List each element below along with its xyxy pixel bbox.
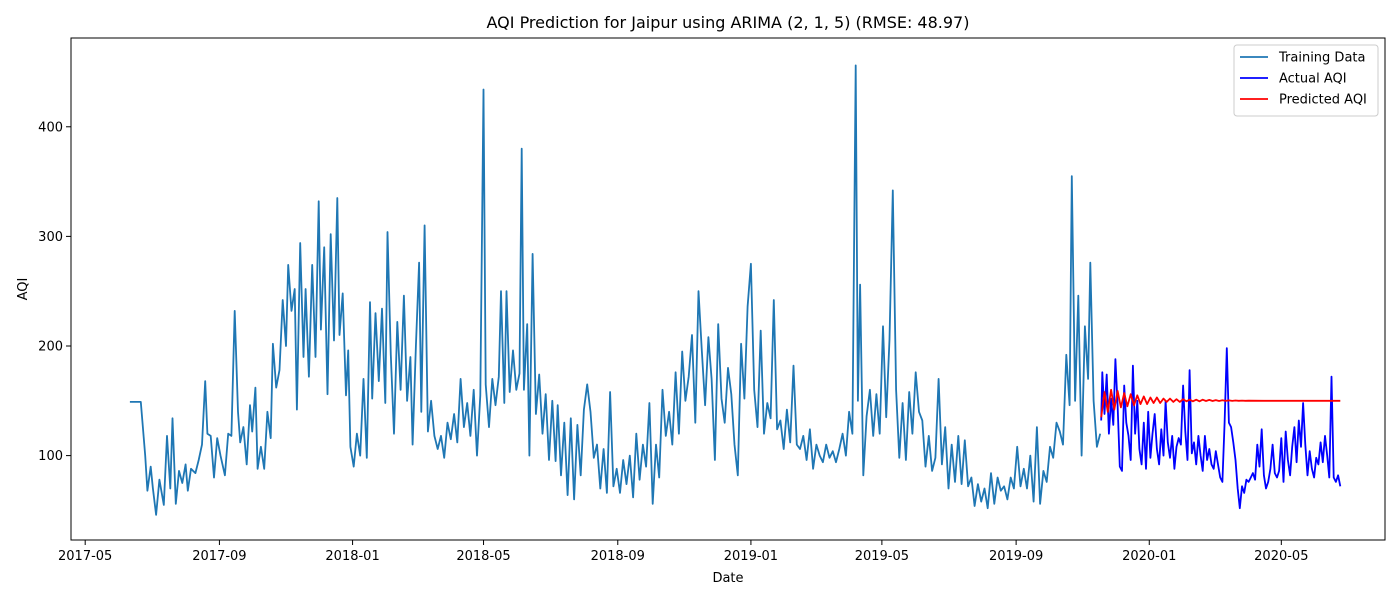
y-axis: 100 200 300 400 bbox=[38, 120, 71, 464]
x-tick-label: 2020-01 bbox=[1122, 549, 1176, 564]
x-tick-label: 2018-09 bbox=[591, 549, 645, 564]
series-line-0 bbox=[129, 64, 1102, 516]
legend: Training Data Actual AQI Predicted AQI bbox=[1233, 44, 1379, 117]
plot-area-frame bbox=[70, 37, 1386, 541]
x-tick-label: 2019-05 bbox=[855, 549, 909, 564]
legend-label-0: Training Data bbox=[1278, 51, 1365, 66]
x-tick-label: 2020-05 bbox=[1254, 549, 1308, 564]
x-tick-label: 2018-01 bbox=[325, 549, 379, 564]
legend-label-1: Actual AQI bbox=[1279, 72, 1347, 87]
y-tick-label: 400 bbox=[38, 120, 63, 135]
chart-title: AQI Prediction for Jaipur using ARIMA (2… bbox=[487, 13, 970, 32]
series-line-1 bbox=[1100, 347, 1342, 510]
y-axis-title: AQI bbox=[16, 278, 31, 301]
x-tick-label: 2017-09 bbox=[192, 549, 246, 564]
series-line-2 bbox=[1100, 388, 1341, 418]
y-tick-label: 200 bbox=[38, 339, 63, 354]
x-axis-title: Date bbox=[712, 571, 743, 586]
x-tick-label: 2019-01 bbox=[724, 549, 778, 564]
legend-box bbox=[1233, 44, 1379, 117]
series-layer bbox=[129, 64, 1342, 516]
x-tick-label: 2017-05 bbox=[58, 549, 112, 564]
y-tick-label: 100 bbox=[38, 449, 63, 464]
y-tick-label: 300 bbox=[38, 230, 63, 245]
x-axis: 2017-05 2017-09 2018-01 2018-05 2018-09 2019-… bbox=[58, 540, 1308, 564]
x-tick-label: 2018-05 bbox=[456, 549, 510, 564]
legend-label-2: Predicted AQI bbox=[1279, 93, 1367, 108]
x-tick-label: 2019-09 bbox=[989, 549, 1043, 564]
